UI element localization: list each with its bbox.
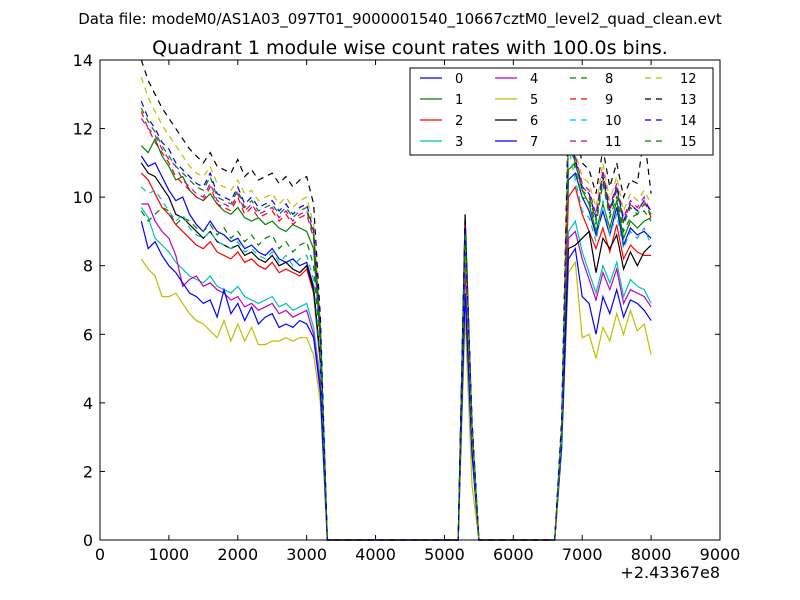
series-line-6 [140, 162, 652, 541]
x-tick-label: 7000 [562, 545, 603, 564]
x-tick-label: 6000 [493, 545, 534, 564]
x-tick-label: 2000 [217, 545, 258, 564]
series-line-7 [140, 220, 652, 541]
x-tick-label: 8000 [631, 545, 672, 564]
y-tick-label: 10 [73, 188, 93, 207]
x-offset-label: +2.43367e8 [620, 563, 720, 582]
series-line-11 [140, 117, 652, 541]
series-line-5 [140, 258, 652, 541]
legend-label-6: 6 [530, 114, 538, 129]
series-line-2 [140, 172, 652, 541]
legend-label-5: 5 [530, 93, 538, 108]
y-tick-label: 8 [83, 257, 93, 276]
x-tick-label: 0 [95, 545, 105, 564]
x-axis: 0 1000 2000 3000 4000 5000 6000 7000 8000 9000 [95, 60, 740, 564]
legend-label-15: 15 [680, 135, 697, 150]
series-line-0 [140, 155, 652, 541]
y-tick-label: 12 [73, 120, 93, 139]
series-line-15 [140, 107, 652, 541]
legend-label-8: 8 [605, 72, 613, 87]
x-tick-label: 4000 [355, 545, 396, 564]
legend-label-7: 7 [530, 135, 538, 150]
y-tick-label: 2 [83, 462, 93, 481]
series-line-8 [140, 128, 652, 541]
x-tick-label: 1000 [149, 545, 190, 564]
series-line-14 [140, 100, 652, 541]
legend-label-1: 1 [455, 93, 463, 108]
axes-frame [99, 59, 721, 541]
legend-label-11: 11 [605, 135, 622, 150]
series-line-3 [140, 207, 652, 541]
series-line-1 [140, 137, 652, 541]
legend-label-0: 0 [455, 72, 463, 87]
legend-label-9: 9 [605, 93, 613, 108]
chart-title: Quadrant 1 module wise count rates with … [152, 37, 668, 59]
series-line-13 [140, 59, 652, 541]
legend-label-4: 4 [530, 72, 538, 87]
legend-label-14: 14 [680, 114, 697, 129]
x-tick-label: 5000 [424, 545, 465, 564]
legend-label-3: 3 [455, 135, 463, 150]
y-tick-label: 6 [83, 325, 93, 344]
legend-label-2: 2 [455, 114, 463, 129]
y-tick-label: 14 [73, 51, 93, 70]
series-line-4 [141, 203, 652, 541]
y-tick-label: 4 [83, 394, 93, 413]
legend-label-12: 12 [680, 72, 697, 87]
suptitle: Data file: modeM0/AS1A03_097T01_90000015… [78, 10, 722, 29]
y-tick-label: 0 [83, 531, 93, 550]
legend-label-13: 13 [680, 93, 697, 108]
legend-label-10: 10 [605, 114, 622, 129]
x-tick-label: 3000 [286, 545, 327, 564]
x-tick-label: 9000 [700, 545, 741, 564]
legend-frame [409, 67, 714, 156]
